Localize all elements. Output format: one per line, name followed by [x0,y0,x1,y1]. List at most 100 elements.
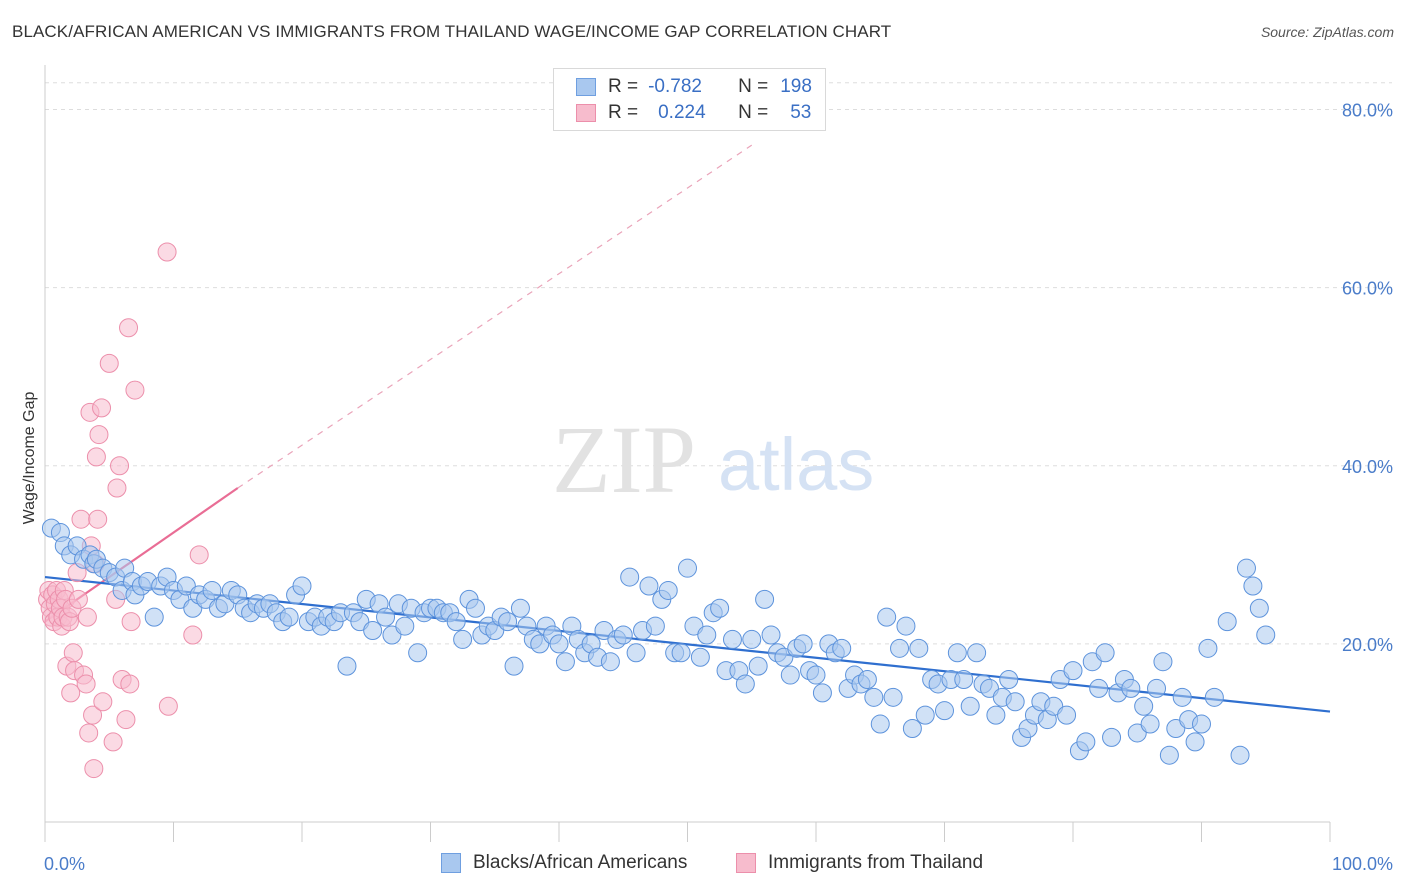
data-point-blue [600,652,620,672]
data-point-blue [954,670,974,690]
data-point-blue [896,616,916,636]
data-point-blue [639,576,659,596]
data-point-blue [658,580,678,600]
data-point-pink [157,242,177,262]
data-point-blue [690,647,710,667]
legend-r-value: -0.782 [648,76,702,97]
data-point-blue [1147,678,1167,698]
data-point-blue [1095,643,1115,663]
data-point-blue [1134,696,1154,716]
data-point-blue [967,643,987,663]
data-point-blue [678,558,697,578]
data-point-pink [92,398,112,418]
legend-swatch-blue [576,78,596,96]
data-point-pink [84,759,104,779]
legend-r-label: R = [608,102,639,123]
data-point-blue [1063,661,1083,681]
data-point-blue [986,705,1006,725]
legend-n-value: 198 [780,76,812,97]
y-tick-label: 80.0% [1342,101,1393,121]
data-point-blue [465,598,485,618]
series-blacks-african-americans [41,518,1276,765]
data-point-blue [1102,727,1122,747]
data-point-blue [363,621,383,641]
data-point-blue [504,656,524,676]
y-tick-labels: 20.0% 40.0% 60.0% 80.0% [1342,101,1393,655]
data-point-pink [110,456,130,476]
data-point-blue [806,665,826,685]
data-point-blue [1159,745,1179,765]
data-point-blue [755,589,775,609]
data-point-blue [710,598,730,618]
y-tick-label: 60.0% [1342,279,1393,299]
data-point-pink [61,683,81,703]
data-point-blue [812,683,832,703]
data-point-blue [1172,687,1192,707]
data-point-pink [83,705,103,725]
data-point-blue [337,656,357,676]
data-point-blue [1057,705,1077,725]
data-point-blue [748,656,768,676]
data-point-blue [1243,576,1263,596]
watermark-atlas: atlas [718,423,874,506]
data-point-blue [1089,678,1109,698]
legend-n-label: N = [738,102,769,123]
data-point-blue [1198,638,1218,658]
data-point-pink [63,643,83,663]
data-point-blue [1217,612,1237,632]
data-point-blue [1185,732,1205,752]
data-point-pink [107,478,127,498]
data-point-blue [613,625,633,645]
data-point-blue [870,714,890,734]
data-point-pink [158,696,178,716]
data-point-blue [446,612,466,632]
data-point-blue [857,670,877,690]
data-point-blue [1236,558,1256,578]
x-tick-label: 100.0% [1332,854,1393,874]
data-point-pink [77,607,97,627]
data-point-pink [103,732,123,752]
data-point-blue [722,629,742,649]
legend-n-label: N = [738,76,769,97]
y-tick-label: 20.0% [1342,635,1393,655]
correlation-legend: R = -0.782 N = 198 R = 0.224 N = 53 [553,68,826,131]
data-point-pink [120,674,140,694]
legend-row-pink: R = 0.224 N = 53 [576,101,811,125]
data-point-pink [68,589,88,609]
data-point-blue [761,625,781,645]
data-point-pink [99,353,119,373]
data-point-blue [510,598,530,618]
data-point-pink [86,447,106,467]
data-point-blue [1192,714,1211,734]
data-point-blue [1153,652,1173,672]
y-tick-label: 40.0% [1342,457,1393,477]
series-immigrants-thailand [38,242,209,779]
bottom-legend-pink: Immigrants from Thailand [736,852,983,874]
data-point-blue [1121,678,1141,698]
data-point-blue [864,687,884,707]
data-point-pink [116,710,136,730]
data-point-blue [780,665,800,685]
data-point-blue [645,616,665,636]
legend-row-blue: R = -0.782 N = 198 [576,75,812,99]
data-point-blue [793,634,813,654]
data-point-blue [498,612,518,632]
data-point-blue [1076,732,1096,752]
data-point-blue [1230,745,1250,765]
legend-r-value: 0.224 [658,102,706,123]
data-point-pink [189,545,209,565]
data-point-blue [909,638,929,658]
data-point-blue [999,670,1019,690]
legend-swatch-pink [576,104,596,122]
data-point-blue [408,643,428,663]
data-point-blue [883,687,903,707]
data-point-blue [549,634,569,654]
data-point-blue [890,638,910,658]
data-point-pink [125,380,145,400]
watermark-zip: ZIP [552,406,696,513]
data-point-blue [626,643,646,663]
data-point-pink [119,318,139,338]
data-point-blue [292,576,312,596]
data-point-blue [960,696,980,716]
legend-n-value: 53 [790,102,812,123]
